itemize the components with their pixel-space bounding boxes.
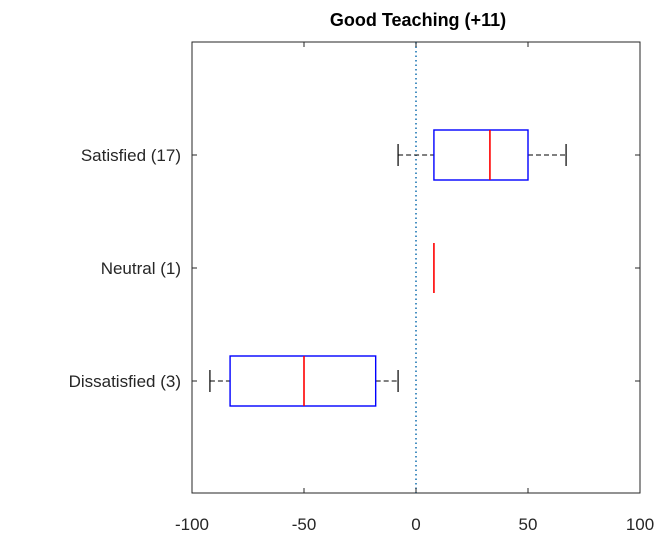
box-item <box>209 355 399 407</box>
y-tick-label: Neutral (1) <box>101 259 181 278</box>
box-item <box>397 129 567 181</box>
box-iqr <box>433 129 529 181</box>
y-tick-label: Satisfied (17) <box>81 146 181 165</box>
y-tick-label: Dissatisfied (3) <box>69 372 181 391</box>
box-iqr <box>229 355 377 407</box>
box-series <box>209 129 567 407</box>
x-tick-label: -100 <box>175 515 209 534</box>
x-tick-label: 100 <box>626 515 654 534</box>
x-axis-ticks: -100 -50 0 50 100 <box>175 42 654 534</box>
chart-title: Good Teaching (+11) <box>330 10 506 30</box>
x-tick-label: -50 <box>292 515 317 534</box>
x-tick-label: 0 <box>411 515 420 534</box>
x-tick-label: 50 <box>519 515 538 534</box>
y-axis-ticks: Satisfied (17) Neutral (1) Dissatisfied (3… <box>69 146 640 391</box>
